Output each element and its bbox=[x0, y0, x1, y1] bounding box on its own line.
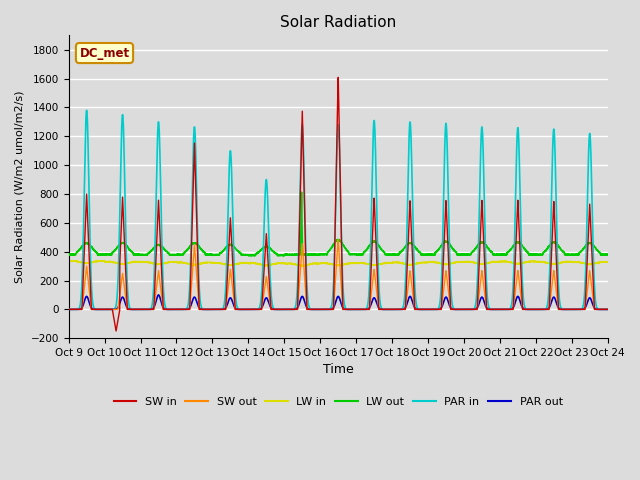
Title: Solar Radiation: Solar Radiation bbox=[280, 15, 396, 30]
X-axis label: Time: Time bbox=[323, 363, 353, 376]
Text: DC_met: DC_met bbox=[79, 47, 129, 60]
Y-axis label: Solar Radiation (W/m2 umol/m2/s): Solar Radiation (W/m2 umol/m2/s) bbox=[15, 91, 25, 283]
Legend: SW in, SW out, LW in, LW out, PAR in, PAR out: SW in, SW out, LW in, LW out, PAR in, PA… bbox=[109, 392, 567, 411]
